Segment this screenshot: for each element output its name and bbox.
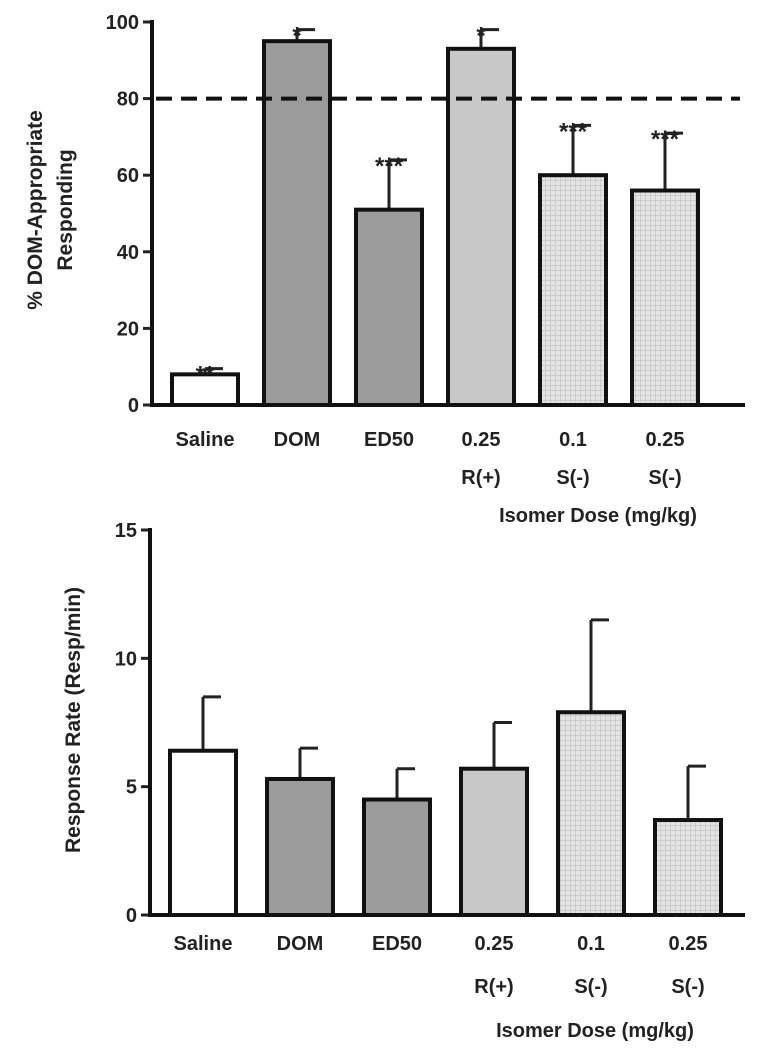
x-tick-label: 0.25 (669, 933, 708, 955)
chart1-axes (150, 20, 745, 407)
x-subcategory-label: R(+) (461, 467, 500, 489)
bar (459, 766, 529, 918)
x-subcategory-label: S(-) (671, 976, 704, 998)
significance-label: * (292, 23, 302, 50)
y-tick-label: 0 (126, 905, 137, 927)
significance-label: * (476, 23, 486, 50)
y-tick-label: 80 (117, 89, 139, 111)
y-tick-label: 40 (117, 242, 139, 264)
x-tick-label: DOM (277, 933, 324, 955)
chart-response-rate: Response Rate (Resp/min) 0 5 10 15 Saline DO… (62, 520, 745, 1042)
chart2-bars (168, 618, 723, 918)
chart1-y-ticks: 0 20 40 60 80 100 (106, 12, 152, 417)
bar (538, 173, 608, 407)
x-tick-label: Saline (174, 933, 233, 955)
x-tick-label: ED50 (364, 429, 414, 451)
bar (262, 39, 332, 408)
chart1-ylabel-line1: % DOM-Appropriate (24, 110, 47, 310)
bar (168, 748, 238, 917)
y-tick-label: 100 (106, 12, 139, 34)
x-tick-label: ED50 (372, 933, 422, 955)
x-tick-label: 0.1 (559, 429, 587, 451)
y-tick-label: 60 (117, 165, 139, 187)
chart2-ylabel: Response Rate (Resp/min) (62, 587, 85, 853)
chart1-xlabel: Isomer Dose (mg/kg) (499, 505, 697, 527)
x-subcategory-label: R(+) (474, 976, 513, 998)
x-tick-label: 0.25 (462, 429, 501, 451)
bar (653, 818, 723, 917)
chart-discrimination: % DOM-Appropriate Responding 0 20 40 60 80 10… (24, 12, 745, 527)
bar (556, 710, 626, 917)
chart2-xlabel: Isomer Dose (mg/kg) (496, 1020, 694, 1042)
significance-label: *** (651, 126, 680, 153)
x-tick-label: DOM (274, 429, 321, 451)
chart2-axes (148, 528, 745, 917)
bar (362, 797, 432, 917)
y-tick-label: 5 (126, 777, 137, 799)
x-tick-label: Saline (176, 429, 235, 451)
y-tick-label: 15 (115, 520, 137, 542)
bar (170, 372, 240, 407)
x-tick-label: 0.1 (577, 933, 605, 955)
x-subcategory-label: S(-) (648, 467, 681, 489)
x-subcategory-label: S(-) (574, 976, 607, 998)
x-subcategory-label: S(-) (556, 467, 589, 489)
x-tick-label: 0.25 (646, 429, 685, 451)
bar (446, 46, 516, 408)
y-tick-label: 10 (115, 648, 137, 670)
chart1-bars: ********** *** (170, 23, 700, 408)
bar (265, 776, 335, 918)
significance-label: ** (196, 362, 215, 389)
chart1-x-labels: Saline DOM ED50 0.25 R(+) 0.1 S(-) 0.25 S(-) (176, 429, 685, 489)
bar (630, 188, 700, 407)
y-tick-label: 20 (117, 318, 139, 340)
significance-label: *** (559, 118, 588, 145)
chart1-ylabel-line2: Responding (54, 149, 77, 270)
x-tick-label: 0.25 (475, 933, 514, 955)
bar (354, 207, 424, 407)
y-tick-label: 0 (128, 395, 139, 417)
chart2-x-labels: Saline DOM ED50 0.25 R(+) 0.1 S(-) 0.25 S(-) (174, 933, 708, 998)
significance-label: *** (375, 153, 404, 180)
chart2-y-ticks: 0 5 10 15 (115, 520, 150, 927)
